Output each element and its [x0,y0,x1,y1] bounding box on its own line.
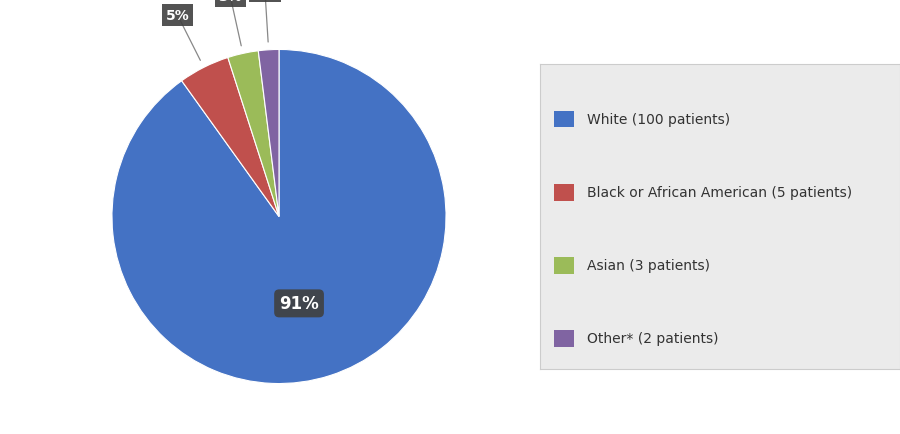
FancyBboxPatch shape [554,184,574,201]
Text: White (100 patients): White (100 patients) [587,113,730,127]
FancyBboxPatch shape [554,257,574,274]
Wedge shape [112,50,446,384]
Text: Other* (2 patients): Other* (2 patients) [587,332,718,345]
Text: 3%: 3% [219,0,242,4]
Text: 91%: 91% [279,295,319,312]
Text: 5%: 5% [166,9,189,23]
Wedge shape [258,50,279,217]
Wedge shape [182,58,279,217]
Text: Asian (3 patients): Asian (3 patients) [587,259,710,273]
FancyBboxPatch shape [554,330,574,347]
FancyBboxPatch shape [554,112,574,128]
Wedge shape [228,52,279,217]
Text: Black or African American (5 patients): Black or African American (5 patients) [587,186,852,200]
